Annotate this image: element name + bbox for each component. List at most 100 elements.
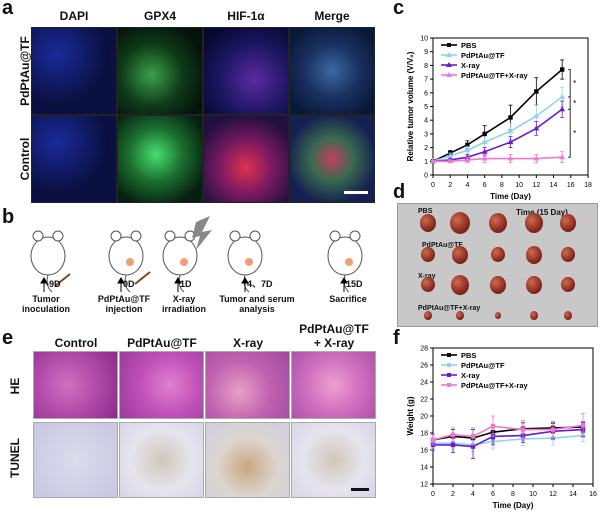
x-tick-label: 18 [584, 182, 592, 189]
y-tick-label: 6 [424, 90, 428, 97]
tumor-specimen [490, 276, 506, 294]
data-point [450, 432, 456, 437]
data-point [447, 158, 454, 164]
y-tick-label: 26 [420, 363, 428, 370]
panel-label-e: e [2, 327, 14, 349]
scale-bar-e [351, 488, 369, 491]
x-tick-label: 6 [491, 491, 495, 498]
tumor-specimen [561, 277, 575, 293]
data-point [481, 155, 488, 161]
image-gpx4-pdptau [117, 27, 203, 115]
mouse-icon-2 [108, 230, 144, 293]
x-tick-label: 12 [549, 491, 557, 498]
x-tick-label: 2 [451, 491, 455, 498]
data-point [482, 131, 487, 137]
tunel-image-control [33, 422, 118, 498]
timeline-arrows [40, 277, 348, 292]
tumor-specimen [456, 311, 464, 320]
time-label: Time (15 Day) [516, 208, 568, 217]
image-hif1a-control [203, 115, 289, 203]
y-tick-label: 5 [424, 104, 428, 111]
data-point [464, 154, 471, 160]
tumor-dot-5 [345, 258, 353, 266]
group-label-pbs: PBS [418, 208, 433, 215]
x-tick-label: 8 [500, 182, 504, 189]
legend-label: PdPtAu@TF [461, 361, 505, 370]
legend-label: PdPtAu@TF [461, 51, 505, 60]
tumor-specimen [450, 212, 470, 234]
mouse-icon-3 [162, 230, 198, 293]
y-tick-label: 2 [424, 145, 428, 152]
col-header-pdptau: PdPtAu@TF [127, 336, 197, 350]
legend-marker [447, 373, 451, 377]
xray-bolt-icon [192, 216, 212, 250]
data-point [533, 155, 540, 161]
y-axis-label: Weight (g) [406, 396, 415, 435]
x-tick-label: 14 [550, 182, 558, 189]
tumor-specimen [420, 214, 436, 232]
col-header-gpx4: GPX4 [143, 9, 176, 23]
timeline-schematic [30, 216, 363, 293]
data-point [507, 128, 514, 134]
significance-star: * [573, 129, 576, 138]
tumor-specimen [560, 214, 576, 232]
significance-star: * [573, 99, 576, 108]
y-axis-label: Relative tumor volume (V/V₀) [406, 51, 415, 161]
data-point [481, 148, 488, 154]
data-point [464, 147, 471, 153]
y-tick-label: 0 [424, 173, 428, 180]
tumor-specimen [421, 277, 435, 293]
legend-marker [446, 72, 452, 77]
mouse-icon-5 [327, 230, 363, 293]
tumor-specimen [495, 312, 501, 319]
tumor-dot-2 [126, 258, 134, 266]
he-image-xray [205, 351, 290, 419]
y-tick-label: 20 [420, 414, 428, 421]
significance-bracket [568, 96, 571, 110]
panel-label-c: c [393, 0, 405, 19]
panel-label-d: d [393, 181, 406, 203]
legend-marker [447, 353, 451, 357]
x-tick-label: 4 [471, 491, 475, 498]
timeline-event-4: Tumor and serum analysis [219, 294, 295, 314]
x-tick-label: 16 [567, 182, 575, 189]
image-merge-pdptau [289, 27, 375, 115]
x-tick-label: 8 [511, 491, 515, 498]
timeline-day-1: -9D [46, 279, 61, 289]
row-label-pdptau: PdPtAu@TF [18, 36, 32, 106]
tumor-specimen [564, 311, 572, 320]
panel-label-a: a [2, 0, 14, 19]
data-point [550, 427, 556, 432]
scale-bar [344, 191, 368, 194]
plot-frame [432, 347, 594, 485]
x-tick-label: 12 [532, 182, 540, 189]
panel-label-b: b [2, 206, 15, 228]
y-tick-label: 16 [420, 448, 428, 455]
data-point [580, 423, 586, 428]
col-header-xray: X-ray [232, 336, 264, 350]
x-tick-label: 4 [465, 182, 469, 189]
image-gpx4-control [117, 115, 203, 203]
row-label-control: Control [18, 137, 32, 181]
legend-label: PBS [461, 41, 476, 50]
legend-marker [447, 363, 451, 367]
timeline-day-2: 0D [123, 279, 135, 289]
y-tick-label: 9 [424, 49, 428, 56]
legend-label: PdPtAu@TF+X-ray [461, 71, 529, 80]
mouse-icon-1 [30, 230, 66, 293]
tumor-dot-4 [245, 258, 253, 266]
legend-marker [446, 52, 452, 57]
y-tick-label: 1 [424, 159, 428, 166]
data-point [533, 113, 540, 119]
y-tick-label: 22 [420, 397, 428, 404]
x-tick-label: 14 [569, 491, 577, 498]
tumor-specimen [489, 213, 507, 233]
significance-star: * [573, 79, 576, 88]
x-axis-label: Time (Day) [490, 192, 531, 200]
timeline-event-1: Tumor inoculation [22, 294, 70, 314]
col-header-control: Control [54, 336, 98, 350]
col-header-merge: Merge [314, 9, 350, 23]
y-tick-label: 14 [420, 465, 428, 472]
legend-label: X-ray [461, 61, 481, 70]
